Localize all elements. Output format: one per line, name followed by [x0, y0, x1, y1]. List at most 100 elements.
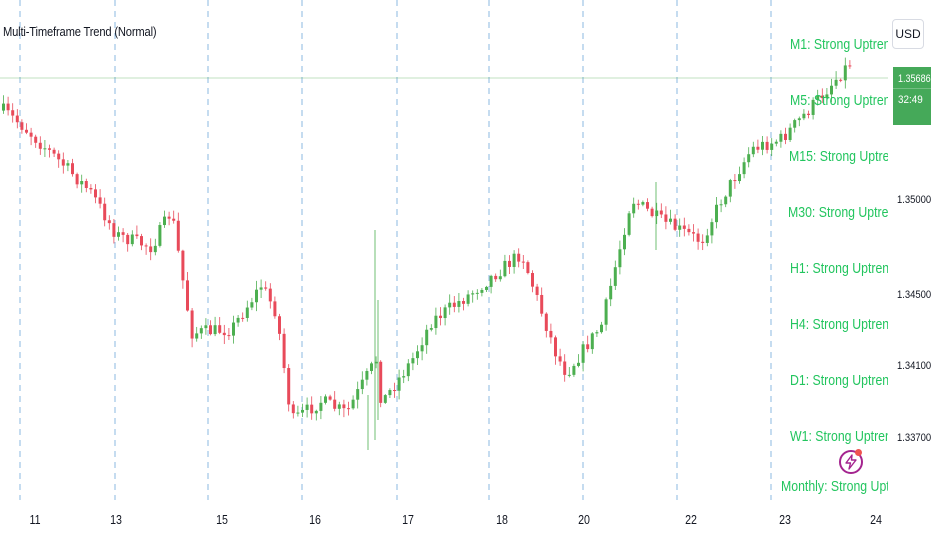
candle-body — [554, 337, 557, 357]
candle-body — [66, 163, 70, 166]
candle-body — [163, 216, 166, 226]
candle-body — [25, 129, 28, 133]
candle-body — [618, 249, 622, 268]
candle-body — [356, 389, 360, 400]
candle-body — [186, 280, 189, 311]
candle-body — [425, 329, 429, 346]
indicator-title[interactable]: Multi-Timeframe Trend (Normal) — [3, 24, 157, 39]
candle-body — [724, 196, 728, 205]
candle-body — [434, 315, 438, 329]
candle-body — [107, 220, 111, 224]
candle-body — [540, 294, 544, 314]
candle-body — [609, 285, 613, 300]
candle-body — [811, 99, 815, 115]
candle-body — [370, 363, 373, 371]
candle-body — [471, 293, 475, 295]
candle-body — [669, 218, 672, 222]
candle-body — [84, 181, 88, 189]
candle-body — [696, 233, 700, 242]
candle-body — [475, 292, 479, 294]
candle-body — [526, 262, 530, 274]
candle-body — [604, 299, 608, 325]
candle-body — [535, 286, 539, 295]
candle-body — [701, 241, 705, 243]
trend-label: W1: Strong Uptrend — [790, 428, 899, 445]
candle-body — [816, 95, 820, 100]
trend-label: D1: Strong Uptrend — [790, 372, 896, 389]
candle-body — [517, 253, 521, 262]
price-tick-label: 1.35000 — [897, 194, 932, 206]
candle-body — [402, 376, 406, 378]
candle-body — [636, 203, 640, 205]
candle-body — [140, 236, 143, 246]
candle-body — [121, 232, 125, 235]
trend-label: M30: Strong Uptrend — [788, 204, 903, 221]
candle-body — [351, 399, 355, 409]
trend-label: H4: Strong Uptrend — [790, 316, 896, 333]
chart-plot-area[interactable] — [0, 0, 888, 500]
candle-body — [204, 325, 208, 329]
candle-body — [770, 143, 774, 150]
candle-body — [797, 118, 801, 121]
date-tick-label: 22 — [685, 512, 697, 527]
candle-body — [834, 79, 838, 86]
candle-body — [209, 325, 212, 335]
price-tag-divider — [893, 88, 931, 89]
candle-body — [38, 142, 42, 149]
alert-notification-dot — [855, 449, 862, 456]
candle-body — [112, 223, 116, 237]
candle-body — [784, 133, 787, 140]
candle-body — [181, 250, 185, 281]
candle-body — [498, 276, 502, 280]
candle-body — [328, 396, 332, 400]
candle-body — [457, 301, 461, 307]
trend-label: Monthly: Strong Uptrend — [781, 478, 915, 495]
candle-body — [117, 232, 120, 237]
candle-body — [89, 188, 93, 190]
candle-body — [489, 275, 493, 287]
candlestick-chart[interactable] — [0, 0, 888, 500]
candle-body — [103, 203, 107, 221]
candle-body — [379, 361, 383, 403]
candle-body — [765, 141, 769, 150]
candle-body — [71, 163, 74, 175]
candle-body — [195, 333, 199, 339]
candle-body — [94, 189, 97, 198]
candle-body — [222, 332, 226, 336]
candle-body — [655, 210, 659, 217]
candle-body — [282, 333, 286, 369]
candle-body — [443, 307, 447, 319]
candle-body — [268, 288, 272, 302]
candle-body — [301, 409, 304, 413]
trend-label: M15: Strong Uptrend — [789, 148, 904, 165]
time-axis[interactable] — [0, 500, 932, 550]
candle-body — [650, 208, 654, 217]
candle-body — [218, 325, 222, 333]
candle-body — [848, 65, 852, 67]
candle-body — [521, 261, 525, 263]
candle-body — [710, 222, 714, 236]
candle-body — [393, 390, 396, 392]
price-tick-label: 1.33700 — [897, 432, 932, 444]
candle-body — [75, 174, 79, 185]
date-tick-label: 15 — [216, 512, 228, 527]
candle-body — [296, 412, 300, 414]
current-price-tag: 1.35686 32:49 — [893, 67, 931, 125]
candle-body — [20, 122, 24, 130]
candle-body — [365, 370, 369, 380]
bar-countdown: 32:49 — [898, 94, 923, 106]
candle-body — [397, 377, 401, 391]
date-tick-label: 16 — [309, 512, 321, 527]
candle-body — [319, 402, 323, 411]
candle-body — [659, 210, 663, 215]
lightning-bolt-icon[interactable] — [839, 450, 863, 474]
candle-body — [15, 115, 19, 123]
candle-body — [825, 94, 829, 99]
candle-body — [742, 162, 746, 175]
date-tick-label: 11 — [29, 512, 41, 527]
candle-body — [728, 180, 732, 197]
currency-selector[interactable]: USD — [892, 19, 924, 49]
candle-body — [761, 141, 764, 150]
candle-body — [34, 136, 38, 143]
candle-body — [374, 361, 378, 364]
